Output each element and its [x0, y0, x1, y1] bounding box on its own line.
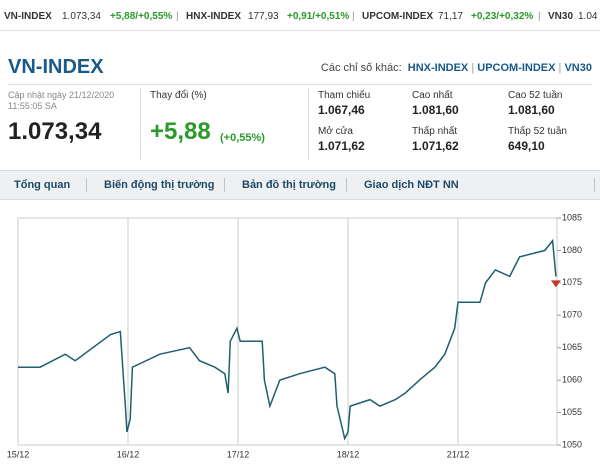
divider [140, 88, 141, 160]
index-price: 1.073,34 [8, 118, 102, 145]
y-tick-label: 1080 [562, 245, 582, 255]
other-indices: Các chỉ số khác: HNX-INDEX | UPCOM-INDEX… [320, 62, 592, 74]
x-tick-label: 18/12 [337, 449, 360, 459]
index-link[interactable]: HNX-INDEX [407, 62, 469, 74]
change-label: Thay đổi (%) [150, 90, 207, 101]
divider [308, 88, 309, 160]
divider [8, 84, 592, 85]
ticker-value: 177,93 [248, 11, 279, 22]
stat-value: 1.071,62 [412, 139, 459, 153]
ticker-value: 71,17 [438, 11, 464, 22]
ticker-change: +5,88/+0,55% [110, 11, 173, 22]
y-tick-label: 1055 [562, 407, 582, 417]
x-tick-label: 15/12 [7, 449, 30, 459]
updated-date: Cập nhật ngày 21/12/2020 [8, 90, 115, 100]
chart: 1050 1055 1060 1065 1070 1075 1080 1085 15/12 16/… [7, 212, 582, 459]
tab[interactable]: Giao dịch NĐT NN [364, 179, 459, 191]
tab[interactable]: Tổng quan [14, 179, 71, 191]
x-tick-label: 17/12 [227, 449, 250, 459]
ticker-change: +0,91/+0,51% [287, 11, 350, 22]
separator: | [538, 11, 541, 22]
tab[interactable]: Biến động thị trường [104, 179, 215, 191]
ticker-bar: VN-INDEX 1.073,34 +5,88/+0,55% | HNX-IND… [0, 0, 600, 31]
stat-value: 1.081,60 [508, 103, 555, 117]
separator: | [176, 11, 179, 22]
updated-time: 11:55:05 SA [8, 101, 57, 111]
stat-label: Cao nhất [412, 90, 453, 101]
plot-frame [17, 217, 558, 446]
ticker-name[interactable]: VN-INDEX [4, 11, 52, 22]
stat-value: 1.071,62 [318, 139, 365, 153]
change-value: +5,88 [150, 118, 211, 145]
stat-value: 1.067,46 [318, 103, 365, 117]
x-tick-label: 16/12 [117, 449, 140, 459]
page-title: VN-INDEX [8, 56, 104, 78]
y-tick-label: 1070 [562, 310, 582, 320]
stat-label: Thấp nhất [412, 126, 458, 137]
ticker-value: 1.04 [578, 11, 598, 22]
x-tick-label: 21/12 [447, 449, 470, 459]
others-label: Các chỉ số khác: [320, 62, 402, 74]
stat-value: 649,10 [508, 139, 545, 153]
y-tick-label: 1060 [562, 375, 582, 385]
last-marker [550, 280, 561, 288]
index-link[interactable]: UPCOM-INDEX [477, 62, 556, 74]
index-link[interactable]: VN30 [564, 62, 592, 74]
stat-label: Thấp 52 tuần [508, 126, 567, 137]
separator: | [352, 11, 355, 22]
y-tick-label: 1085 [562, 212, 582, 222]
y-tick-label: 1065 [562, 342, 582, 352]
stat-label: Cao 52 tuần [508, 90, 563, 101]
tab-bar: Tổng quan Biến động thị trường Bản đồ th… [0, 170, 600, 200]
ticker-name[interactable]: UPCOM-INDEX [362, 11, 434, 22]
tab[interactable]: Bản đồ thị trường [242, 179, 336, 191]
stat-label: Mở cửa [318, 126, 353, 137]
stat-value: 1.081,60 [412, 103, 459, 117]
y-tick-label: 1075 [562, 277, 582, 287]
stat-label: Tham chiếu [318, 90, 371, 101]
index-line [18, 238, 557, 441]
ticker-name[interactable]: VN30 [548, 11, 574, 22]
ticker-value: 1.073,34 [62, 11, 101, 22]
y-tick-label: 1050 [562, 439, 582, 449]
change-percent: (+0,55%) [220, 132, 265, 144]
ticker-change: +0,23/+0,32% [471, 11, 534, 22]
ticker-name[interactable]: HNX-INDEX [186, 11, 242, 22]
